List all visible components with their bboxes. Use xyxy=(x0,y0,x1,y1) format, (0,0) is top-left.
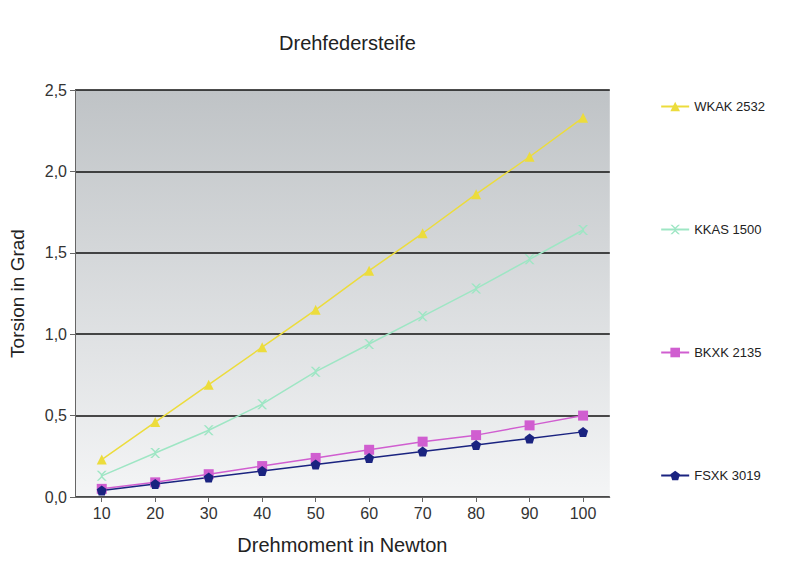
svg-text:Torsion in Grad: Torsion in Grad xyxy=(7,229,28,358)
svg-text:WKAK 2532: WKAK 2532 xyxy=(694,99,765,114)
svg-text:2,0: 2,0 xyxy=(45,163,67,180)
svg-text:1,5: 1,5 xyxy=(45,244,67,261)
svg-text:40: 40 xyxy=(253,505,271,522)
svg-text:30: 30 xyxy=(200,505,218,522)
svg-text:2,5: 2,5 xyxy=(45,82,67,99)
svg-text:FSXK 3019: FSXK 3019 xyxy=(694,468,761,483)
svg-text:100: 100 xyxy=(570,505,597,522)
svg-text:KKAS 1500: KKAS 1500 xyxy=(694,222,761,237)
svg-text:70: 70 xyxy=(414,505,432,522)
svg-text:BKXK 2135: BKXK 2135 xyxy=(694,345,761,360)
svg-text:Drehfedersteife: Drehfedersteife xyxy=(279,32,416,54)
svg-text:0,5: 0,5 xyxy=(45,407,67,424)
svg-text:90: 90 xyxy=(521,505,539,522)
svg-text:50: 50 xyxy=(307,505,325,522)
svg-text:20: 20 xyxy=(146,505,164,522)
svg-text:0,0: 0,0 xyxy=(45,489,67,506)
svg-text:80: 80 xyxy=(467,505,485,522)
svg-text:Drehmoment in Newton: Drehmoment in Newton xyxy=(237,534,447,556)
svg-text:10: 10 xyxy=(93,505,111,522)
svg-text:60: 60 xyxy=(360,505,378,522)
svg-text:1,0: 1,0 xyxy=(45,326,67,343)
